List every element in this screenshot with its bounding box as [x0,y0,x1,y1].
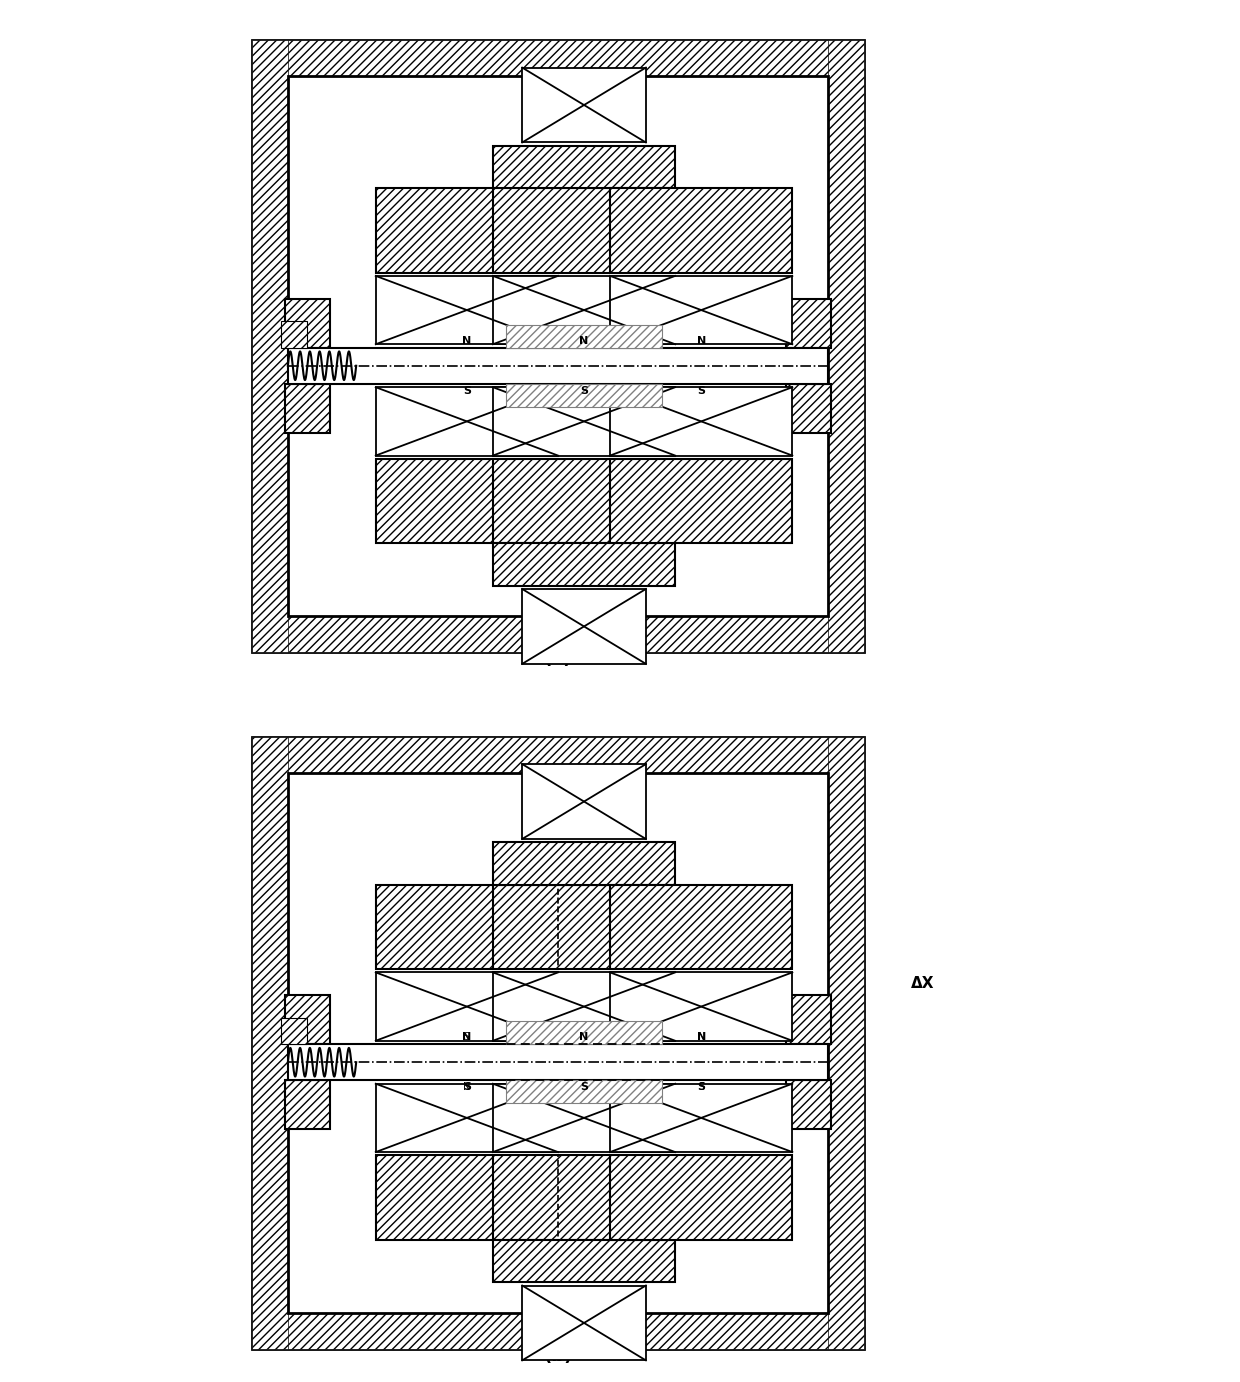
Bar [252,737,864,773]
Bar [281,1019,308,1043]
Text: N: N [464,1082,470,1092]
Bar [376,276,558,344]
Bar [828,40,864,652]
Bar [376,1083,558,1153]
Bar [494,188,675,272]
Text: S: S [698,1082,704,1092]
Bar [494,1155,675,1240]
Bar [252,40,288,652]
Text: N: N [463,1032,471,1042]
Bar [376,1155,558,1240]
Bar [288,773,828,1313]
Bar [494,884,675,969]
Bar [610,276,792,344]
Bar [252,737,288,1349]
Bar [610,884,792,969]
Bar [376,459,558,543]
Bar [610,884,792,969]
Bar [786,384,831,433]
Bar [376,387,558,456]
Bar [610,973,792,1041]
Bar [285,299,330,347]
Text: S: S [464,1032,470,1042]
Text: N: N [698,1032,704,1042]
Bar [494,1083,675,1153]
Text: ΔX: ΔX [910,976,934,991]
Bar [610,387,792,456]
Bar [506,1021,662,1043]
Bar [494,276,675,344]
Text: N: N [697,336,706,346]
Bar [288,1043,828,1081]
Bar [494,387,675,456]
Text: S: S [463,1082,471,1092]
Text: S: S [463,386,471,395]
Bar [506,384,662,406]
Bar [522,68,646,142]
Text: N: N [579,1032,589,1042]
Bar [376,188,558,272]
Bar [610,459,792,543]
Bar [376,973,558,1041]
Text: S: S [580,1082,588,1092]
Bar [376,884,558,969]
Bar [786,1081,831,1129]
Bar [610,1155,792,1240]
Text: N: N [463,336,471,346]
Bar [494,145,675,188]
Bar [376,1155,558,1240]
Bar [610,1155,792,1240]
Bar [610,1083,792,1153]
Text: N: N [579,336,589,346]
Bar [281,322,308,347]
Text: S: S [697,386,706,395]
Bar [786,995,831,1043]
Bar [494,842,675,884]
Bar [285,384,330,433]
Bar [252,616,864,652]
Bar [506,325,662,347]
Bar [522,589,646,663]
Bar [522,1285,646,1360]
Text: (a): (a) [544,651,572,669]
Bar [288,76,828,616]
Text: S: S [580,386,588,395]
Bar [522,764,646,839]
Text: N: N [697,1032,706,1042]
Text: S: S [697,1082,706,1092]
Bar [285,995,330,1043]
Bar [288,347,828,384]
Bar [285,1081,330,1129]
Text: (b): (b) [543,1347,573,1365]
Bar [494,459,675,543]
Bar [494,973,675,1041]
Bar [786,299,831,347]
Bar [376,884,558,969]
Bar [506,1081,662,1103]
Bar [610,188,792,272]
Bar [494,543,675,586]
Bar [494,1240,675,1282]
Bar [252,40,864,76]
Bar [828,737,864,1349]
Bar [252,1313,864,1349]
